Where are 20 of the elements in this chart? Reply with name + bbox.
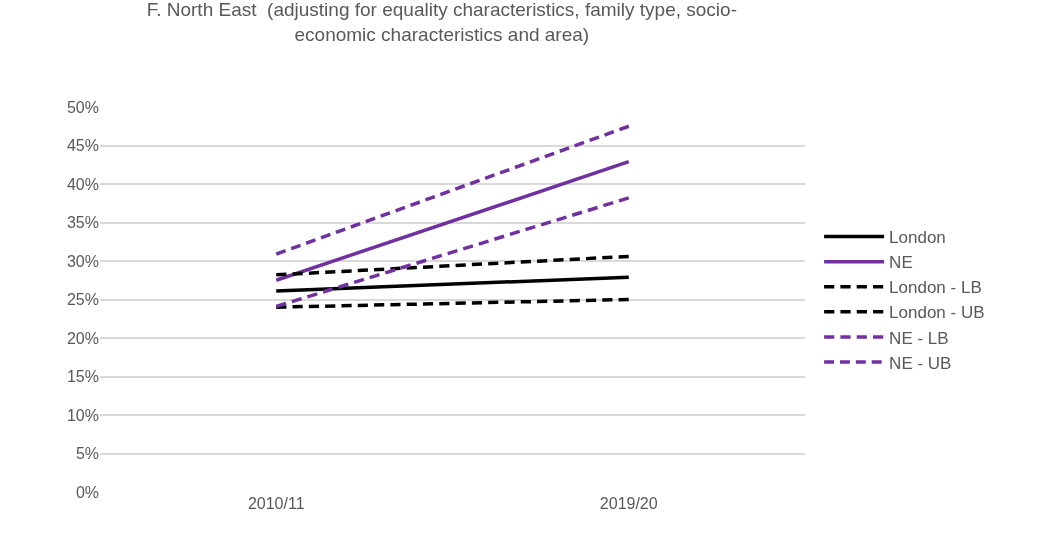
legend-label: NE - LB [889, 328, 949, 348]
chart-title: F. North East (adjusting for equality characteristics, family type, socio- economic characteristics and area) [146, 0, 737, 46]
y-tick-label: 10% [66, 406, 99, 424]
y-tick-label: 30% [66, 252, 99, 270]
y-tick-label: 50% [66, 98, 99, 116]
y-tick-label: 25% [66, 291, 99, 309]
legend-label: London [889, 228, 946, 248]
y-tick-label: 40% [66, 175, 99, 193]
y-tick-label: 45% [66, 137, 99, 155]
legend-label: London - UB [889, 303, 985, 323]
y-tick-label: 0% [75, 483, 99, 501]
y-tick-label: 20% [66, 329, 99, 347]
y-tick-label: 35% [66, 214, 99, 232]
legend-label: NE [889, 253, 913, 273]
x-tick-label: 2019/20 [599, 495, 658, 512]
x-tick-label: 2010/11 [247, 495, 305, 512]
y-tick-label: 15% [66, 368, 99, 386]
legend-label: London - LB [889, 278, 982, 298]
y-tick-label: 5% [75, 445, 99, 463]
legend-label: NE - UB [889, 353, 952, 373]
